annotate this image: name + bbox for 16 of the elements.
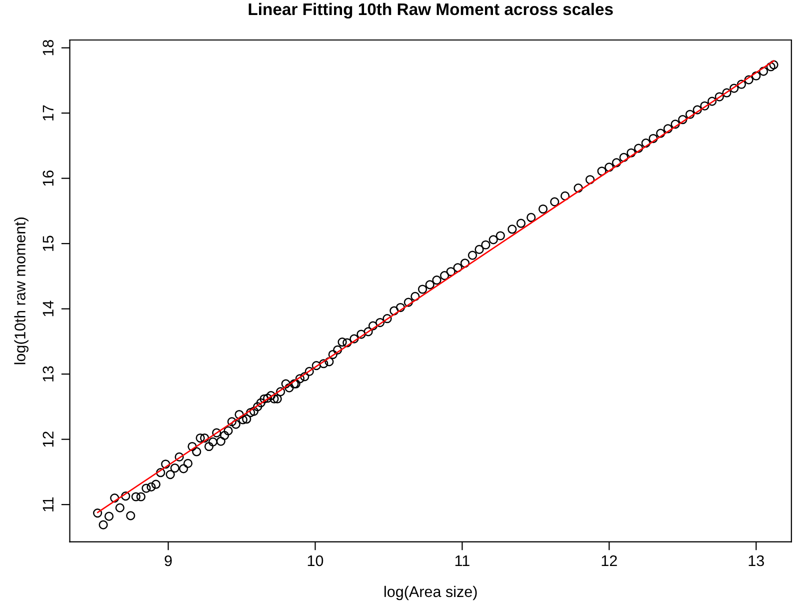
y-tick-label: 11: [42, 497, 54, 512]
x-axis-title: log(Area size): [384, 586, 477, 600]
x-tick-label: 11: [455, 556, 470, 566]
y-tick-label: 16: [42, 170, 54, 186]
y-tick-label: 17: [42, 105, 54, 120]
x-tick-label: 9: [164, 555, 172, 566]
y-tick-label: 13: [42, 366, 54, 382]
y-axis-title: log(10th raw moment): [14, 218, 28, 364]
y-tick-label: 15: [42, 236, 54, 251]
x-tick-label: 13: [748, 555, 764, 566]
y-tick-label: 18: [42, 40, 54, 56]
x-tick-label: 10: [308, 555, 324, 566]
chart-title: Linear Fitting 10th Raw Moment across scales: [248, 2, 613, 19]
y-tick-label: 12: [42, 432, 54, 447]
x-tick-label: 12: [602, 555, 617, 566]
y-tick-label: 14: [42, 300, 54, 316]
